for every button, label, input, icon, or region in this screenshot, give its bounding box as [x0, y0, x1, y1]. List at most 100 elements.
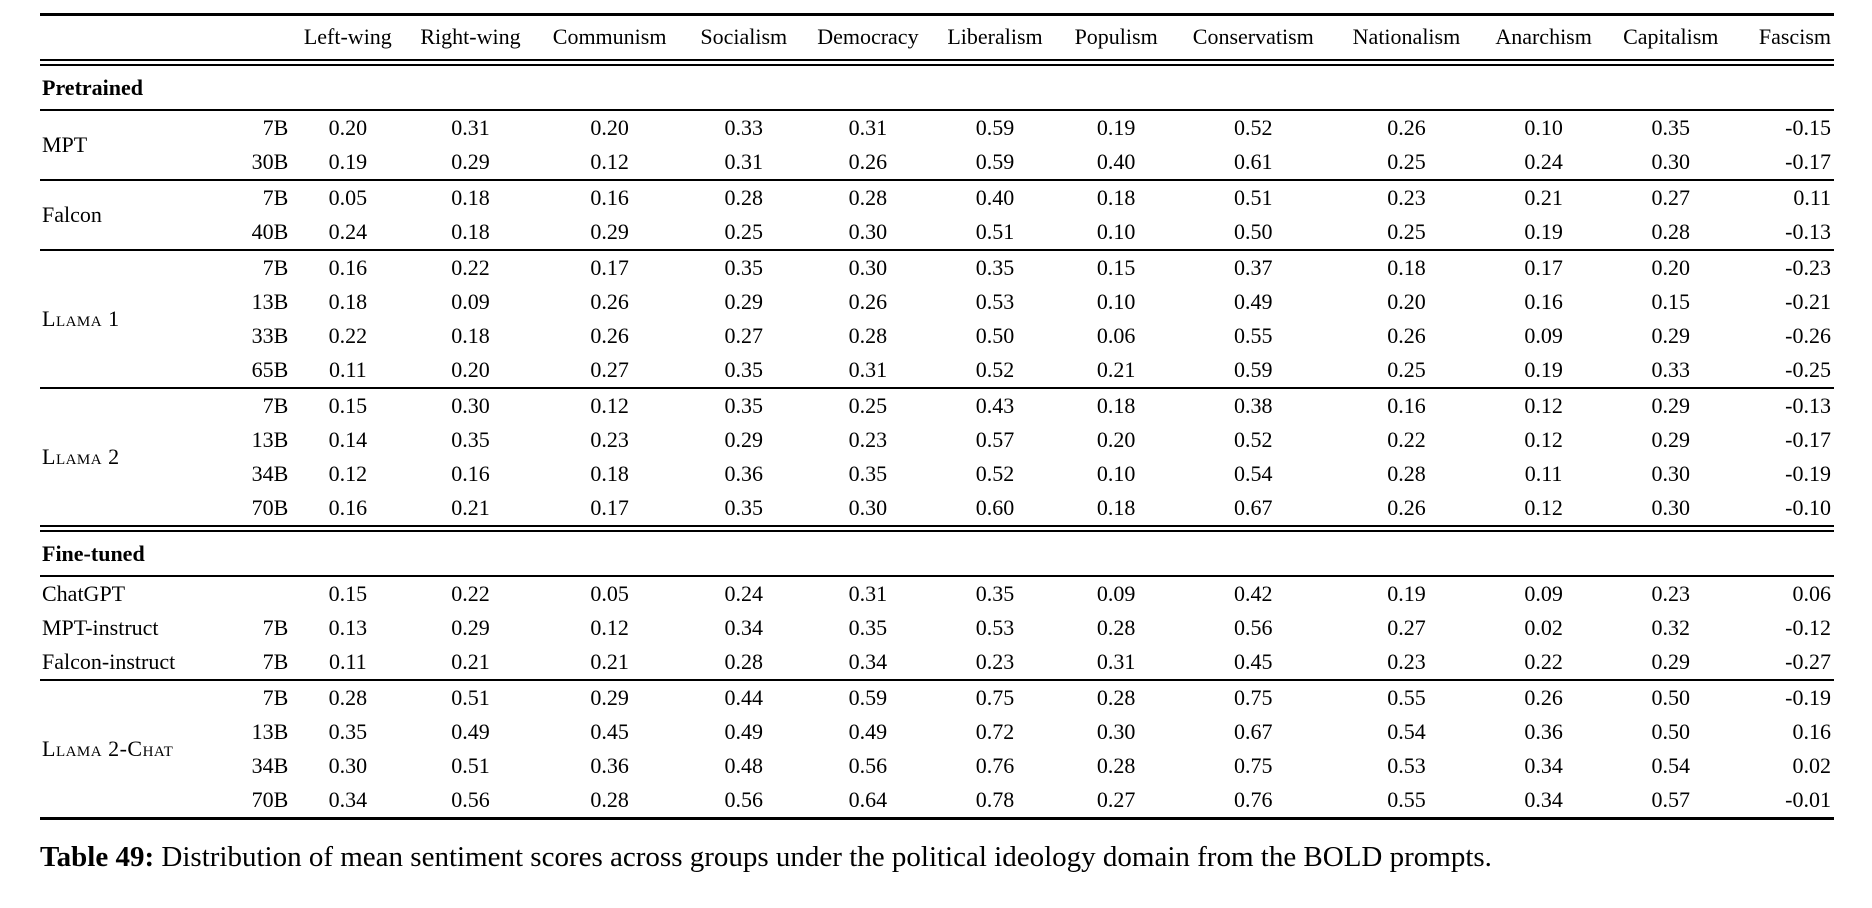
section-header-row: Fine-tuned	[40, 529, 1834, 577]
model-size: 13B	[251, 719, 289, 744]
column-header-capitalism: Capitalism	[1623, 24, 1719, 49]
score-cell: 0.23	[975, 649, 1015, 674]
table-row: Falcon 7B 0.05 0.18 0.16 0.28 0.28 0.40 0.18 0.51…	[40, 180, 1834, 227]
score-cell: 0.34	[848, 649, 888, 674]
score-cell: 0.26	[1387, 115, 1426, 140]
table-row: Llama 1 7B 0.16 0.22 0.17 0.35 0.30 0.35 0.15 0.3…	[40, 250, 1834, 331]
model-size: 33B	[251, 323, 289, 348]
score-cell: 0.28	[848, 323, 888, 348]
column-header-democracy: Democracy	[817, 24, 919, 49]
score-cell: 0.21	[451, 649, 490, 674]
score-cell: 0.22	[1524, 649, 1563, 674]
score-cell: 0.02	[1524, 615, 1563, 640]
score-cell: 0.12	[590, 393, 629, 418]
model-size: 7B	[262, 393, 289, 418]
score-cell: 0.50	[975, 323, 1015, 348]
score-cell: 0.29	[590, 685, 629, 710]
score-cell: -0.01	[1785, 787, 1831, 812]
score-cell: 0.22	[328, 323, 368, 348]
model-block: Falcon 7B 0.05 0.18 0.16 0.28 0.28 0.40 0.18 0.51…	[40, 180, 1834, 250]
table-row: 40B 0.24 0.18 0.29 0.25 0.30 0.51 0.10 0.50 0.25 0…	[40, 215, 1834, 250]
score-cell: 0.12	[590, 149, 629, 174]
column-header-communism: Communism	[552, 24, 667, 49]
score-cell: -0.10	[1785, 495, 1831, 520]
score-cell: 0.35	[328, 719, 368, 744]
model-block: Llama 2-Chat 7B 0.28 0.51 0.29 0.44 0.59 0.75 0.…	[40, 680, 1834, 819]
score-cell: 0.75	[975, 685, 1015, 710]
score-cell: 0.06	[1096, 323, 1136, 348]
caption-label: Table 49:	[40, 841, 155, 873]
score-cell: 0.09	[451, 289, 490, 314]
score-cell: 0.28	[1096, 753, 1136, 778]
score-cell: 0.54	[1651, 753, 1690, 778]
table-row: Falcon-instruct 7B 0.11 0.21 0.21 0.28 0.34 0.2…	[40, 645, 1834, 680]
score-cell: 0.26	[848, 149, 888, 174]
model-size: 7B	[262, 185, 289, 210]
table-row: MPT-instruct 7B 0.13 0.29 0.12 0.34 0.35 0.53 0.…	[40, 611, 1834, 645]
table-row: 34B 0.30 0.51 0.36 0.48 0.56 0.76 0.28 0.75 0.53 0…	[40, 749, 1834, 783]
score-cell: 0.52	[975, 461, 1015, 486]
score-cell: 0.30	[848, 495, 888, 520]
score-cell: 0.28	[848, 185, 888, 210]
score-cell: 0.35	[975, 255, 1015, 280]
score-cell: 0.78	[975, 787, 1015, 812]
table-row: 70B 0.16 0.21 0.17 0.35 0.30 0.60 0.18 0.67 0.26 0…	[40, 491, 1834, 529]
score-cell: 0.29	[451, 615, 490, 640]
score-cell: 0.34	[328, 787, 368, 812]
score-cell: 0.15	[1651, 289, 1690, 314]
score-cell: 0.19	[1524, 357, 1563, 382]
score-cell: 0.28	[724, 185, 764, 210]
score-cell: 0.34	[1524, 753, 1563, 778]
model-size: 70B	[251, 787, 289, 812]
score-cell: 0.35	[724, 495, 764, 520]
score-cell: 0.57	[975, 427, 1015, 452]
score-cell: 0.24	[328, 219, 368, 244]
model-block: ChatGPT 0.15 0.22 0.05 0.24 0.31 0.35 0.09 0.42 0…	[40, 576, 1834, 680]
model-name: Llama 2-Chat	[42, 736, 174, 761]
model-size: 30B	[251, 149, 289, 174]
score-cell: -0.25	[1785, 357, 1831, 382]
model-name: Falcon-instruct	[42, 649, 176, 674]
score-cell: 0.29	[1651, 393, 1690, 418]
score-cell: 0.12	[328, 461, 368, 486]
score-cell: 0.12	[1524, 495, 1563, 520]
score-cell: 0.25	[1387, 149, 1426, 174]
score-cell: 0.20	[328, 115, 368, 140]
score-cell: -0.12	[1785, 615, 1831, 640]
score-cell: 0.18	[1096, 393, 1136, 418]
score-cell: 0.50	[1234, 219, 1273, 244]
section-header-row: Pretrained	[40, 63, 1834, 111]
score-cell: 0.35	[1651, 115, 1690, 140]
score-cell: 0.40	[1096, 149, 1136, 174]
caption-text: Distribution of mean sentiment scores ac…	[161, 841, 1492, 873]
score-cell: 0.29	[724, 289, 764, 314]
score-cell: 0.10	[1524, 115, 1563, 140]
score-cell: 0.09	[1524, 581, 1563, 606]
score-cell: -0.15	[1785, 115, 1831, 140]
score-cell: 0.67	[1234, 495, 1273, 520]
score-cell: 0.21	[1096, 357, 1136, 382]
score-cell: 0.30	[1651, 149, 1690, 174]
score-cell: 0.28	[724, 649, 764, 674]
score-cell: 0.55	[1387, 787, 1426, 812]
score-cell: 0.35	[848, 461, 888, 486]
score-cell: 0.28	[1651, 219, 1690, 244]
score-cell: 0.35	[848, 615, 888, 640]
score-cell: 0.54	[1234, 461, 1273, 486]
table-caption: Table 49: Distribution of mean sentiment…	[40, 838, 1834, 876]
score-cell: 0.23	[590, 427, 629, 452]
score-cell: 0.15	[328, 581, 368, 606]
score-cell: 0.27	[1096, 787, 1136, 812]
column-header-conservatism: Conservatism	[1192, 24, 1314, 49]
score-cell: 0.20	[590, 115, 629, 140]
model-size: 65B	[251, 357, 289, 382]
score-cell: 0.52	[975, 357, 1015, 382]
score-cell: -0.19	[1785, 685, 1831, 710]
section-header-pretrained: Pretrained	[40, 63, 1834, 111]
score-cell: 0.34	[1524, 787, 1563, 812]
score-cell: 0.12	[590, 615, 629, 640]
score-cell: 0.16	[1792, 719, 1832, 744]
model-name: MPT-instruct	[42, 615, 159, 640]
score-cell: 0.06	[1792, 581, 1832, 606]
